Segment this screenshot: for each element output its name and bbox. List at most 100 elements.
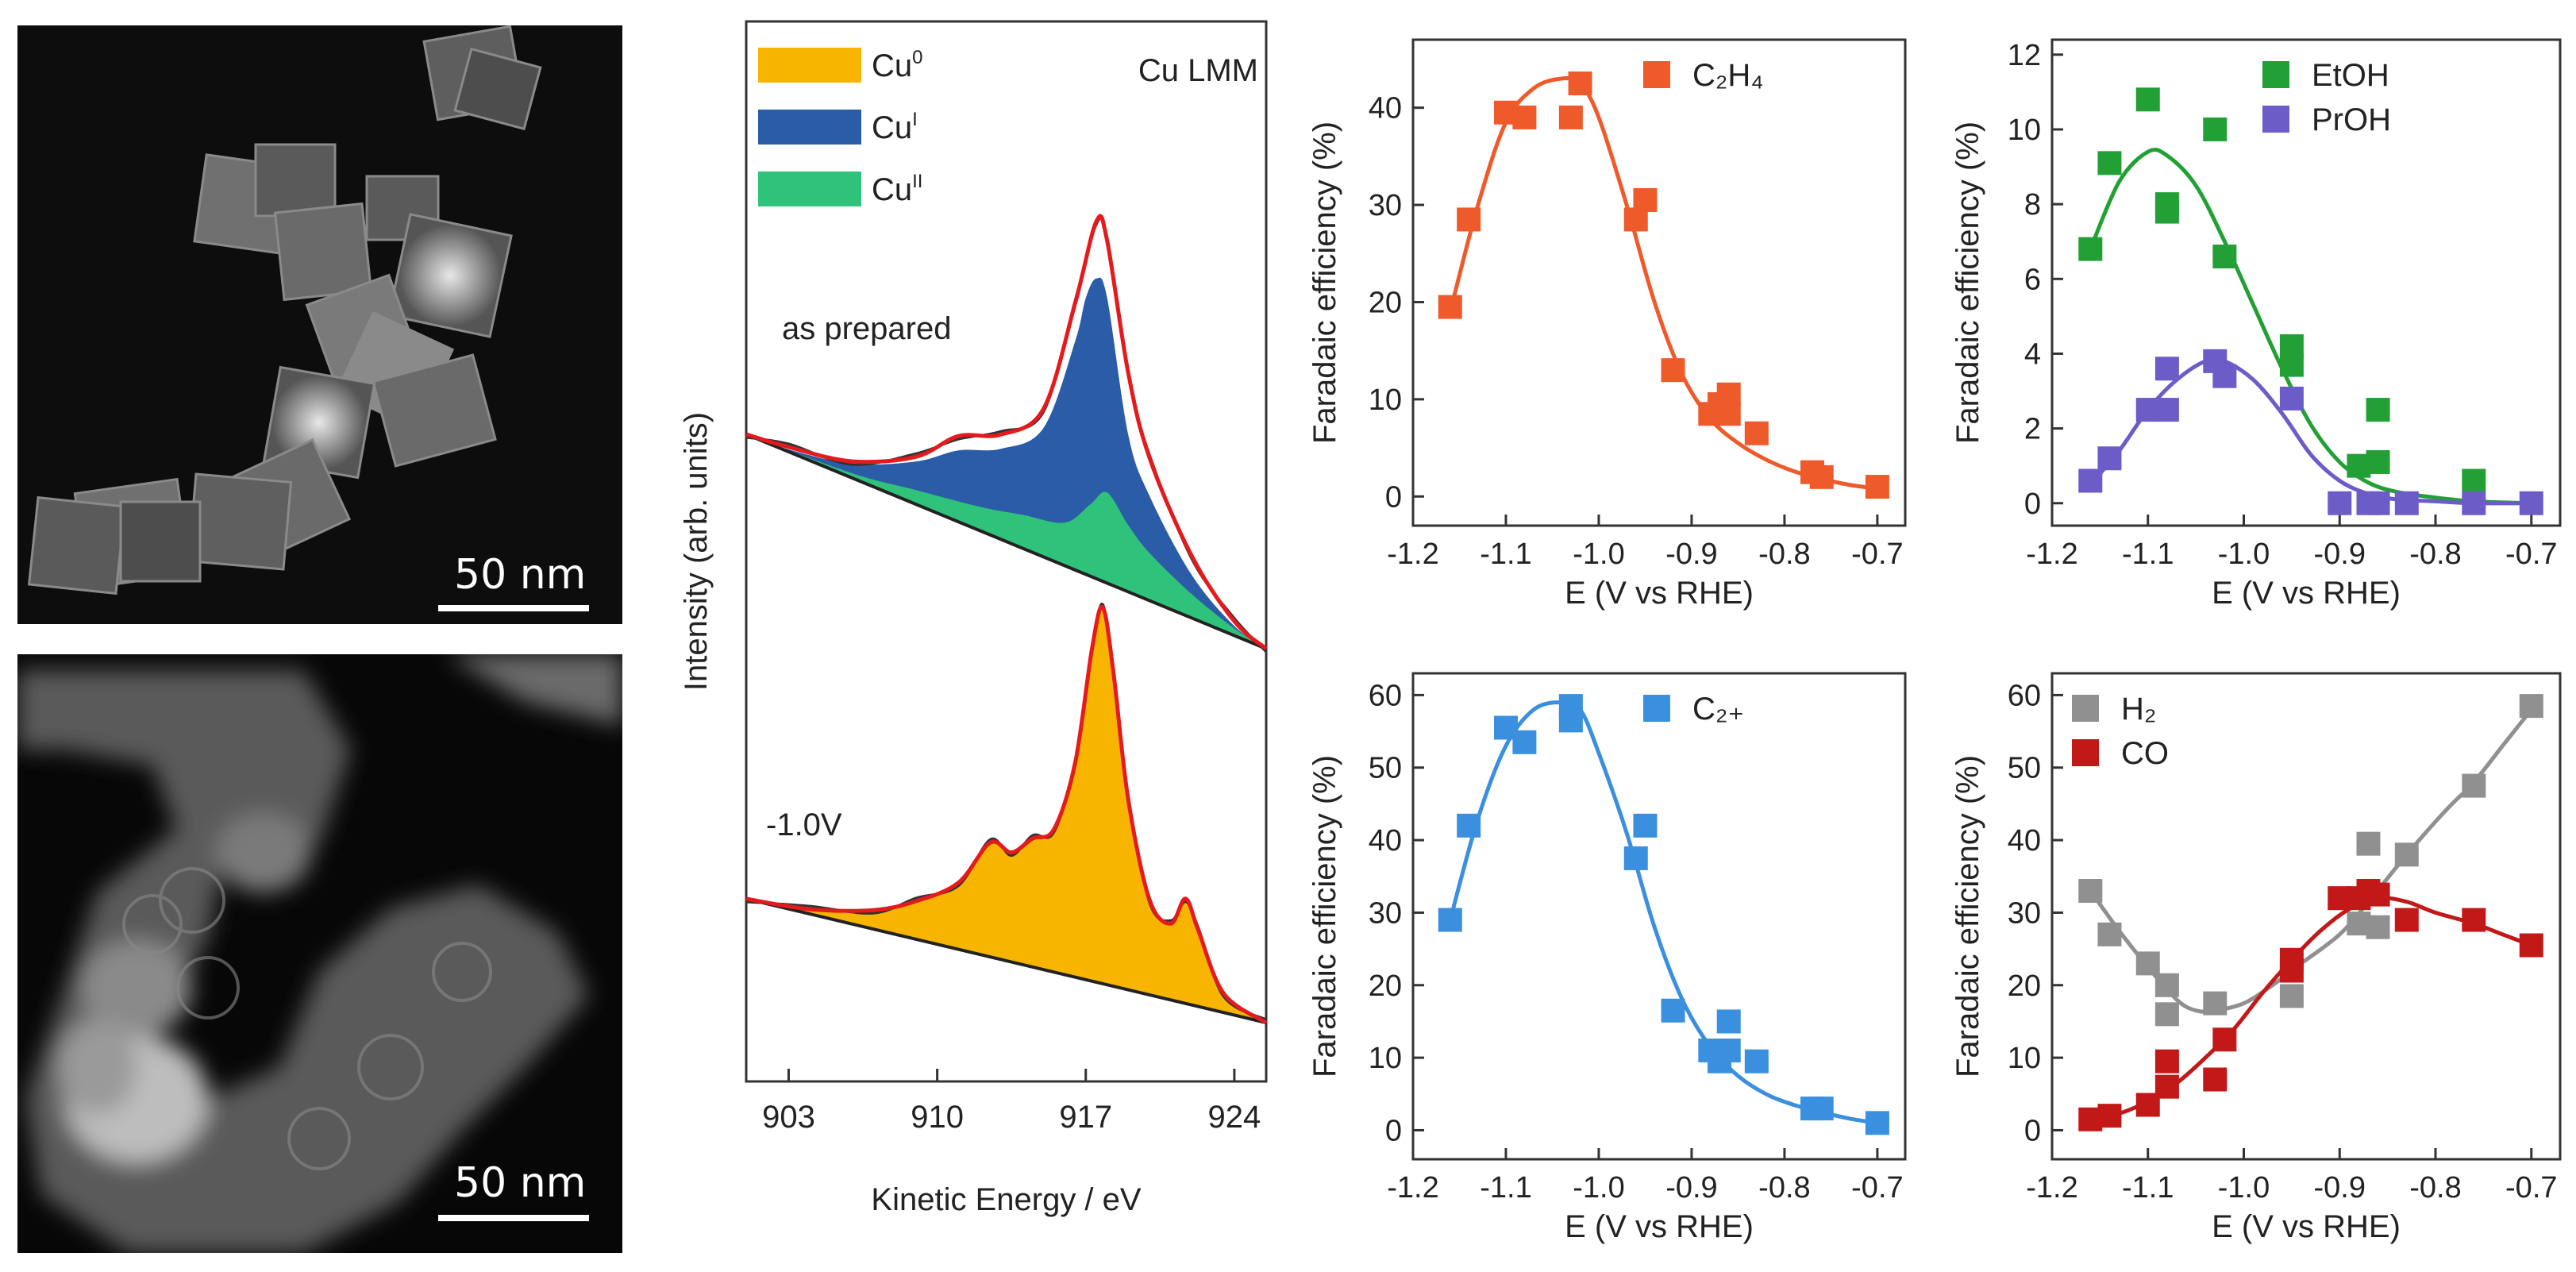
- fit-envelope-line: [745, 604, 1268, 1025]
- data-point-PrOH: [2078, 468, 2103, 493]
- data-point-C₂₊: [1716, 1038, 1741, 1062]
- data-point-PrOH: [2462, 491, 2486, 515]
- x-tick-label: -1.2: [1387, 538, 1438, 571]
- plot-frame: [745, 20, 1268, 1083]
- x-tick-label: -0.9: [2314, 538, 2366, 571]
- data-point-H₂: [2135, 951, 2160, 976]
- legend-label: EtOH: [2312, 58, 2389, 93]
- fe-chart-c2h4: -1.2 -1.1 -1.0 -0.9 -0.8 -0.7 0 10 20 30 40 E (V vs…: [1307, 38, 1907, 611]
- y-axis-label: Intensity (arb. units): [679, 412, 714, 691]
- data-point-CO: [2519, 933, 2543, 958]
- data-point-H₂: [2203, 991, 2228, 1016]
- data-point-H₂: [2154, 1002, 2179, 1027]
- data-point-EtOH: [2212, 245, 2237, 269]
- legend-swatch: [2072, 695, 2099, 722]
- data-point-C₂₊: [1438, 908, 1462, 932]
- data-point-H₂: [2356, 831, 2381, 856]
- legend-swatch: [2072, 739, 2099, 766]
- y-tick-label: 50: [2008, 752, 2041, 785]
- data-point-C₂H₄: [1512, 105, 1537, 129]
- y-tick-label: 10: [1369, 384, 1402, 417]
- x-tick-label: -0.7: [1851, 538, 1903, 571]
- data-point-EtOH: [2078, 237, 2103, 261]
- data-point-H₂: [2097, 922, 2122, 946]
- x-tick-label: -1.0: [1573, 1171, 1624, 1205]
- y-tick-label: 30: [2008, 896, 2041, 930]
- y-tick-label: 10: [2008, 114, 2041, 147]
- data-point-EtOH: [2462, 468, 2486, 493]
- x-tick-label: -1.2: [1387, 1171, 1438, 1205]
- x-tick-label: -1.1: [1480, 538, 1531, 571]
- data-point-PrOH: [2097, 446, 2122, 471]
- legend-label: CO: [2121, 736, 2169, 771]
- y-tick-label: 0: [1385, 1114, 1402, 1147]
- data-point-H₂: [2366, 915, 2390, 939]
- data-point-PrOH: [2154, 398, 2179, 422]
- y-tick-label: 20: [1369, 286, 1402, 319]
- data-point-C₂H₄: [1716, 402, 1741, 426]
- data-point-C₂H₄: [1633, 187, 1658, 212]
- x-tick-label: -0.7: [1851, 1171, 1903, 1205]
- legend-superscript: I: [912, 109, 918, 130]
- fit-curve-EtOH: [2088, 147, 2532, 506]
- legend-label: CuI: [872, 109, 918, 145]
- data-point-H₂: [2462, 773, 2486, 798]
- legend-label: Cu0: [872, 47, 923, 83]
- x-axis-label: Kinetic Energy / eV: [871, 1182, 1141, 1217]
- plot-frame: [1411, 38, 1907, 527]
- data-point-PrOH: [2366, 491, 2390, 515]
- legend-swatch: [758, 48, 861, 83]
- y-tick-label: 12: [2008, 39, 2041, 72]
- data-point-H₂: [2154, 973, 2179, 997]
- y-tick-label: 40: [2008, 824, 2041, 858]
- scale-bar: [438, 605, 589, 611]
- data-point-C₂₊: [1633, 813, 1658, 838]
- plot-frame: [2050, 38, 2562, 527]
- data-point-C₂H₄: [1865, 475, 1889, 499]
- y-tick-label: 6: [2024, 263, 2041, 296]
- data-point-C₂H₄: [1661, 358, 1685, 383]
- data-point-CO: [2203, 1067, 2228, 1092]
- fit-envelope-line: [745, 214, 1268, 650]
- xps-auger-chart: 903 910 917 924 Kinetic Energy / eV Intensity…: [679, 20, 1268, 1217]
- legend-swatch: [2262, 61, 2289, 88]
- x-tick-label: -0.8: [2409, 538, 2461, 571]
- x-axis-label: E (V vs RHE): [1565, 1209, 1754, 1244]
- data-point-EtOH: [2135, 87, 2160, 112]
- y-tick-label: 20: [1369, 969, 1402, 1003]
- y-tick-label: 60: [1369, 679, 1402, 712]
- x-tick-label: -0.8: [1758, 1171, 1810, 1205]
- data-point-CO: [2394, 908, 2419, 932]
- y-tick-label: 4: [2024, 337, 2041, 371]
- y-axis-label: Faradaic efficiency (%): [1307, 755, 1342, 1077]
- y-tick-label: 40: [1369, 92, 1402, 125]
- x-tick-label: 917: [1059, 1100, 1112, 1135]
- data-point-CO: [2279, 958, 2304, 983]
- x-tick-label: -0.9: [1665, 538, 1717, 571]
- x-tick-label: -1.2: [2026, 1171, 2077, 1205]
- x-tick-label: 924: [1208, 1100, 1261, 1135]
- data-point-C₂₊: [1809, 1097, 1834, 1121]
- y-tick-label: 30: [1369, 189, 1402, 222]
- data-point-EtOH: [2279, 353, 2304, 377]
- y-tick-label: 10: [1369, 1042, 1402, 1075]
- legend-label: C₂H₄: [1692, 58, 1764, 93]
- y-axis-label: Faradaic efficiency (%): [1950, 121, 1985, 444]
- data-point-EtOH: [2366, 449, 2390, 474]
- data-point-C₂H₄: [1568, 71, 1592, 96]
- cu0-component-area: [746, 607, 1266, 1023]
- y-axis-label: Faradaic efficiency (%): [1950, 755, 1985, 1077]
- data-point-EtOH: [2097, 151, 2122, 175]
- legend-swatch: [2262, 106, 2289, 133]
- data-point-C₂H₄: [1558, 105, 1583, 129]
- y-tick-label: 40: [1369, 824, 1402, 858]
- x-axis-label: E (V vs RHE): [2212, 1209, 2401, 1244]
- tem-image-after-reaction: 50 nm: [17, 654, 622, 1253]
- x-tick-label: -1.1: [2122, 1171, 2174, 1205]
- y-tick-label: 20: [2008, 969, 2041, 1003]
- data-point-PrOH: [2212, 364, 2237, 388]
- x-tick-label: -0.7: [2505, 1171, 2557, 1205]
- x-tick-label: -1.1: [1480, 1171, 1531, 1205]
- data-point-CO: [2212, 1027, 2237, 1052]
- legend-swatch: [758, 110, 861, 145]
